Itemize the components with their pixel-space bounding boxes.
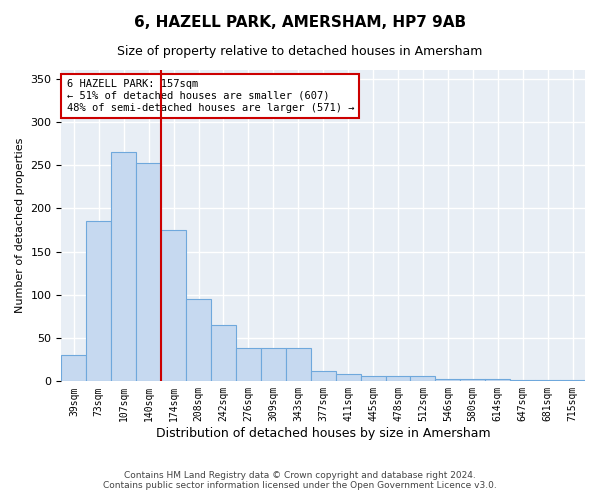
Bar xyxy=(86,222,111,382)
Text: 6 HAZELL PARK: 157sqm
← 51% of detached houses are smaller (607)
48% of semi-det: 6 HAZELL PARK: 157sqm ← 51% of detached … xyxy=(67,80,354,112)
Bar xyxy=(335,374,361,382)
Bar xyxy=(510,380,535,382)
Bar xyxy=(261,348,286,382)
Bar xyxy=(560,380,585,382)
Bar xyxy=(410,376,436,382)
Bar xyxy=(161,230,186,382)
X-axis label: Distribution of detached houses by size in Amersham: Distribution of detached houses by size … xyxy=(156,427,491,440)
Bar xyxy=(361,376,386,382)
Bar xyxy=(311,371,335,382)
Text: 6, HAZELL PARK, AMERSHAM, HP7 9AB: 6, HAZELL PARK, AMERSHAM, HP7 9AB xyxy=(134,15,466,30)
Bar xyxy=(136,164,161,382)
Bar xyxy=(436,378,460,382)
Bar xyxy=(236,348,261,382)
Y-axis label: Number of detached properties: Number of detached properties xyxy=(15,138,25,314)
Bar xyxy=(386,376,410,382)
Text: Size of property relative to detached houses in Amersham: Size of property relative to detached ho… xyxy=(118,45,482,58)
Bar xyxy=(61,356,86,382)
Text: Contains HM Land Registry data © Crown copyright and database right 2024.
Contai: Contains HM Land Registry data © Crown c… xyxy=(103,470,497,490)
Bar xyxy=(485,378,510,382)
Bar xyxy=(186,299,211,382)
Bar xyxy=(211,325,236,382)
Bar xyxy=(535,380,560,382)
Bar xyxy=(111,152,136,382)
Bar xyxy=(460,378,485,382)
Bar xyxy=(286,348,311,382)
